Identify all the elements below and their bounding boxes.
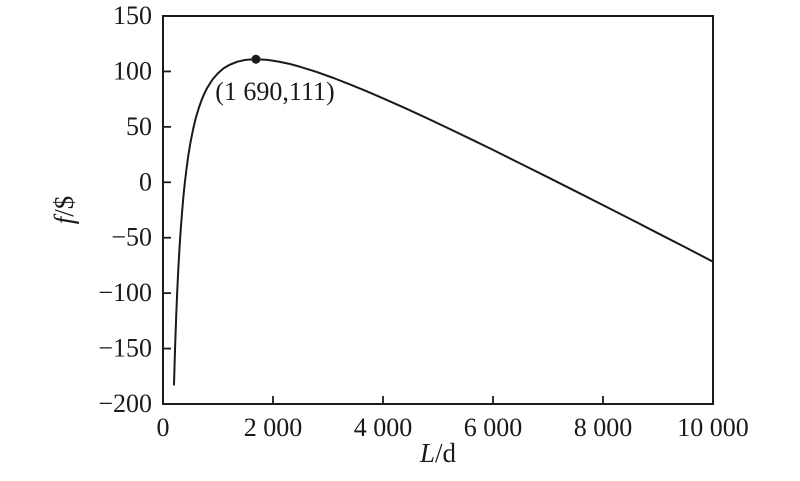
y-axis-ticks	[163, 15, 171, 405]
x-axis-variable: L	[419, 438, 435, 468]
y-axis-unit: $	[49, 196, 79, 210]
y-tick-label: 50	[126, 112, 152, 141]
x-axis-tick-labels: 0 2 000 4 000 6 000 8 000 10 000	[157, 413, 749, 442]
plot-frame	[162, 15, 714, 405]
y-tick-label: 0	[139, 167, 152, 196]
x-tick-label: 0	[157, 413, 170, 442]
profit-curve	[173, 58, 714, 386]
y-axis-separator: /	[49, 209, 79, 217]
x-axis-unit: d	[443, 438, 457, 468]
x-tick-label: 8 000	[574, 413, 633, 442]
y-tick-label: 150	[113, 1, 152, 30]
y-axis-label: f/$	[49, 196, 79, 225]
y-tick-label: −200	[98, 389, 152, 418]
y-axis-tick-labels: 150 100 50 0 −50 −100 −150 −200	[98, 1, 152, 418]
y-tick-label: 100	[113, 56, 152, 85]
x-tick-label: 6 000	[464, 413, 523, 442]
x-tick-label: 4 000	[354, 413, 413, 442]
y-axis-variable: f	[49, 213, 79, 224]
x-axis-ticks	[162, 396, 714, 404]
peak-annotation-label: (1 690,111)	[215, 77, 334, 106]
x-axis-separator: /	[435, 438, 443, 468]
x-tick-label: 2 000	[244, 413, 303, 442]
x-axis-label: L/d	[419, 438, 457, 468]
y-tick-label: −100	[98, 278, 152, 307]
y-tick-label: −50	[111, 223, 152, 252]
peak-marker-dot	[251, 54, 261, 64]
x-tick-label: 10 000	[677, 413, 749, 442]
y-tick-label: −150	[98, 334, 152, 363]
